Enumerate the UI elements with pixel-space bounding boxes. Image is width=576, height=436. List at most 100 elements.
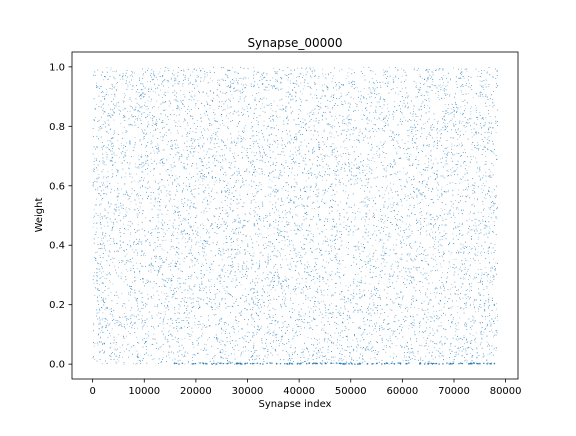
scatter-point <box>323 329 325 331</box>
scatter-point <box>480 145 482 147</box>
scatter-point <box>357 281 359 283</box>
scatter-series <box>92 66 499 365</box>
scatter-point <box>153 150 155 152</box>
scatter-point <box>98 334 99 336</box>
scatter-point <box>183 299 185 301</box>
scatter-point <box>495 123 497 124</box>
scatter-point <box>252 125 253 127</box>
scatter-point <box>127 331 129 332</box>
scatter-point <box>153 130 155 131</box>
scatter-point <box>121 247 122 248</box>
scatter-point <box>436 311 437 313</box>
scatter-point <box>483 119 484 120</box>
scatter-point <box>487 247 489 249</box>
scatter-point <box>290 80 291 82</box>
scatter-point <box>379 118 381 120</box>
scatter-point <box>96 177 98 179</box>
scatter-point <box>190 99 192 101</box>
scatter-point <box>307 197 308 198</box>
scatter-point <box>214 309 216 311</box>
scatter-point <box>159 257 161 259</box>
scatter-point <box>217 308 219 310</box>
scatter-point <box>135 118 136 120</box>
scatter-point <box>153 249 154 251</box>
scatter-point <box>208 208 210 210</box>
scatter-point <box>229 341 231 343</box>
scatter-point <box>423 268 424 270</box>
scatter-point <box>430 213 432 215</box>
scatter-point <box>291 352 293 354</box>
scatter-point <box>221 201 223 203</box>
scatter-point <box>136 214 138 216</box>
scatter-point <box>297 75 299 77</box>
scatter-point <box>252 130 254 132</box>
scatter-point <box>457 138 459 140</box>
scatter-point <box>305 172 307 174</box>
scatter-point <box>156 121 158 122</box>
scatter-point <box>215 155 217 157</box>
scatter-point <box>466 169 468 171</box>
scatter-point <box>407 308 409 310</box>
scatter-point <box>389 356 391 358</box>
scatter-point <box>332 78 333 79</box>
scatter-point <box>261 103 263 105</box>
scatter-point <box>469 82 471 84</box>
scatter-point <box>414 126 416 128</box>
scatter-point <box>304 254 306 255</box>
scatter-point <box>463 335 465 337</box>
scatter-point <box>409 129 410 131</box>
scatter-point <box>254 97 256 99</box>
scatter-point <box>451 143 453 145</box>
scatter-point <box>266 357 268 359</box>
scatter-point <box>471 328 472 330</box>
scatter-point <box>424 163 426 165</box>
scatter-point <box>290 82 291 84</box>
scatter-point <box>313 120 315 122</box>
scatter-point <box>99 270 101 272</box>
scatter-point <box>212 162 214 164</box>
scatter-point <box>191 90 193 92</box>
scatter-point <box>156 100 158 102</box>
scatter-point <box>186 210 188 211</box>
scatter-point <box>435 260 437 262</box>
scatter-point <box>492 258 494 260</box>
scatter-point <box>406 179 408 181</box>
scatter-point <box>412 113 414 115</box>
scatter-point <box>296 124 298 126</box>
scatter-point <box>134 327 135 329</box>
scatter-point <box>393 357 394 358</box>
scatter-point <box>331 81 333 83</box>
scatter-point <box>449 242 450 243</box>
scatter-point <box>175 78 177 80</box>
scatter-point <box>212 223 214 225</box>
scatter-point <box>169 325 171 327</box>
scatter-point <box>227 118 229 120</box>
scatter-point <box>331 94 333 96</box>
scatter-point <box>106 181 108 183</box>
scatter-point <box>313 113 315 115</box>
scatter-point <box>142 307 144 309</box>
scatter-point <box>134 316 136 318</box>
chart-title: Synapse_00000 <box>247 36 342 50</box>
scatter-point <box>204 349 206 351</box>
scatter-point <box>233 353 235 355</box>
scatter-point <box>105 209 106 211</box>
scatter-point <box>424 83 426 85</box>
scatter-point <box>452 137 454 139</box>
scatter-point <box>466 270 468 272</box>
scatter-point <box>322 327 324 329</box>
scatter-point <box>401 205 403 207</box>
scatter-point <box>382 150 383 152</box>
scatter-point <box>411 351 413 353</box>
scatter-point <box>472 335 474 336</box>
scatter-point <box>108 272 110 274</box>
scatter-point <box>185 220 187 221</box>
scatter-point <box>175 261 177 263</box>
scatter-point <box>193 225 195 227</box>
scatter-point <box>353 254 354 256</box>
scatter-point <box>285 277 287 279</box>
scatter-point <box>479 362 481 364</box>
scatter-point <box>412 276 414 278</box>
scatter-point <box>453 108 455 110</box>
scatter-point <box>99 255 101 257</box>
